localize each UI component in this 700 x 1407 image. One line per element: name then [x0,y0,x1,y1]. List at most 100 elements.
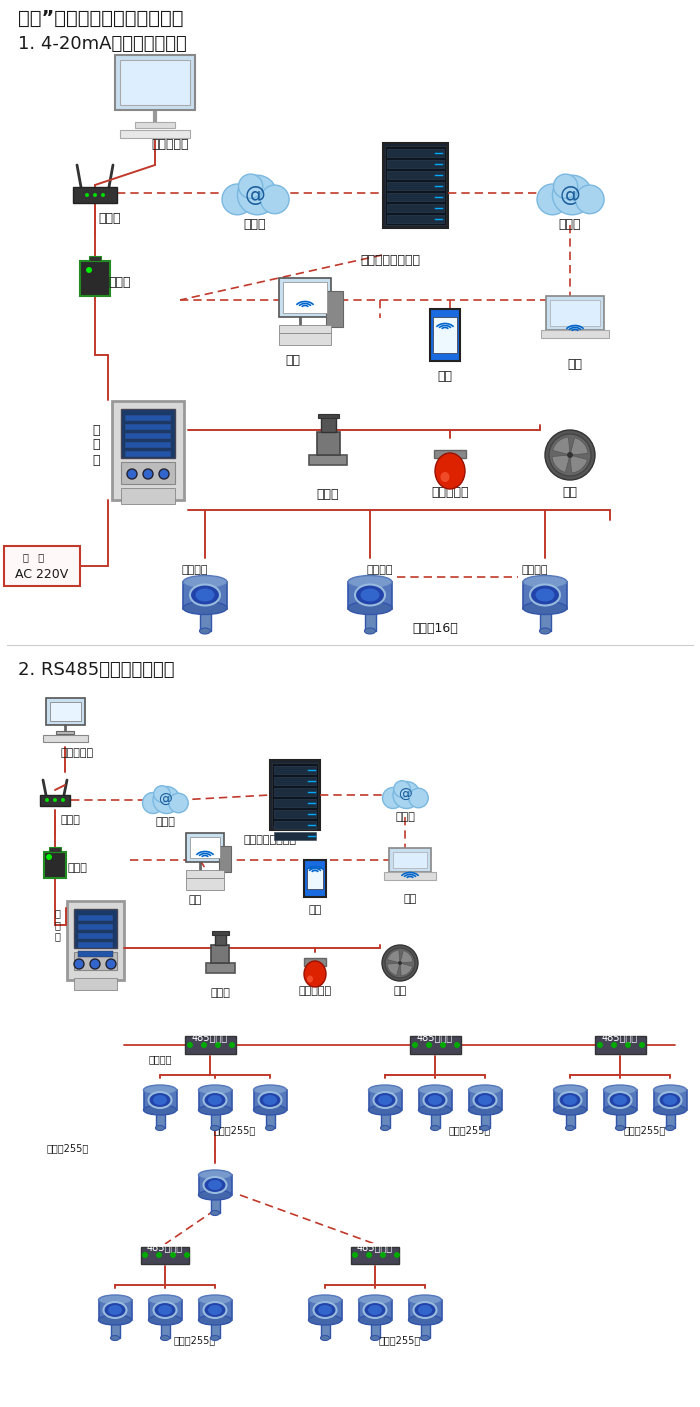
Ellipse shape [473,1092,496,1107]
Text: 终端: 终端 [403,893,416,905]
Circle shape [201,1043,207,1048]
Circle shape [575,186,604,214]
Bar [595,1036,646,1054]
Bar [56,732,74,734]
Ellipse shape [530,584,560,605]
Text: 大众”系列带显示固定式检测仪: 大众”系列带显示固定式检测仪 [18,8,183,28]
Circle shape [61,798,65,802]
Ellipse shape [183,602,227,615]
Circle shape [143,469,153,478]
Ellipse shape [440,471,449,483]
Ellipse shape [421,1335,430,1341]
Ellipse shape [265,1126,274,1130]
Bar [419,1090,452,1110]
Text: @: @ [559,184,580,205]
Text: 互联网: 互联网 [395,812,415,822]
Ellipse shape [370,1335,379,1341]
Ellipse shape [428,1095,442,1104]
Bar [387,149,444,158]
Bar [274,832,316,840]
Bar [74,978,117,991]
Ellipse shape [419,1085,452,1095]
Bar [125,415,171,421]
Bar [318,414,339,418]
Circle shape [93,193,97,197]
Circle shape [412,1043,418,1048]
Bar [161,1320,170,1338]
Bar [212,931,229,936]
Bar [274,765,316,774]
Text: 转换器: 转换器 [67,862,87,872]
Ellipse shape [204,1178,227,1193]
Circle shape [45,798,49,802]
Ellipse shape [307,975,313,982]
Circle shape [549,433,591,476]
Ellipse shape [368,1085,402,1095]
Ellipse shape [199,628,211,635]
Ellipse shape [563,1095,577,1104]
Circle shape [385,948,415,978]
Ellipse shape [253,1085,286,1095]
Bar [279,279,331,317]
Ellipse shape [318,1306,332,1316]
Circle shape [90,960,100,969]
Bar [554,1090,587,1110]
Ellipse shape [309,1294,342,1306]
Ellipse shape [348,575,392,588]
Bar [283,281,327,312]
Ellipse shape [360,588,379,602]
Bar [74,953,117,969]
Circle shape [597,1043,603,1048]
Circle shape [184,1252,190,1258]
Ellipse shape [153,1095,167,1104]
Bar [371,1320,380,1338]
Bar [120,129,190,138]
Circle shape [393,781,420,809]
Ellipse shape [199,1294,232,1306]
Bar [49,847,61,853]
Bar [199,1090,232,1110]
Ellipse shape [99,1316,132,1325]
Ellipse shape [321,1335,330,1341]
Circle shape [639,1043,645,1048]
Ellipse shape [613,1095,627,1104]
Text: 485中继器: 485中继器 [417,1031,453,1043]
Bar [365,608,376,630]
Wedge shape [387,950,400,962]
Bar [387,215,444,222]
Circle shape [426,1043,432,1048]
Text: 可连接255台: 可连接255台 [47,1142,89,1152]
Bar [186,833,224,862]
Circle shape [239,174,262,198]
Ellipse shape [654,1085,687,1095]
Circle shape [537,184,568,215]
Ellipse shape [211,1126,220,1130]
Text: 电磁阀: 电磁阀 [316,488,340,501]
Ellipse shape [304,961,326,986]
Bar [431,1110,440,1128]
Circle shape [625,1043,631,1048]
Text: 安帕尔网络服务器: 安帕尔网络服务器 [244,834,297,846]
Ellipse shape [253,1104,286,1114]
Circle shape [215,1043,221,1048]
Ellipse shape [108,1306,122,1316]
Bar [144,1090,177,1110]
Circle shape [170,1252,176,1258]
Bar [270,760,320,830]
Circle shape [382,946,418,981]
Bar [266,1110,275,1128]
Text: 485中继器: 485中继器 [602,1031,638,1043]
Bar [200,608,211,630]
Bar [78,915,113,922]
Bar [73,187,117,203]
Ellipse shape [199,1190,232,1200]
Ellipse shape [148,1316,181,1325]
Text: 485中继器: 485中继器 [192,1031,228,1043]
Ellipse shape [190,584,220,605]
Wedge shape [400,962,412,976]
Ellipse shape [155,1126,164,1130]
Ellipse shape [208,1306,222,1316]
Ellipse shape [608,1092,631,1107]
Ellipse shape [374,1092,396,1107]
Bar [78,933,113,938]
